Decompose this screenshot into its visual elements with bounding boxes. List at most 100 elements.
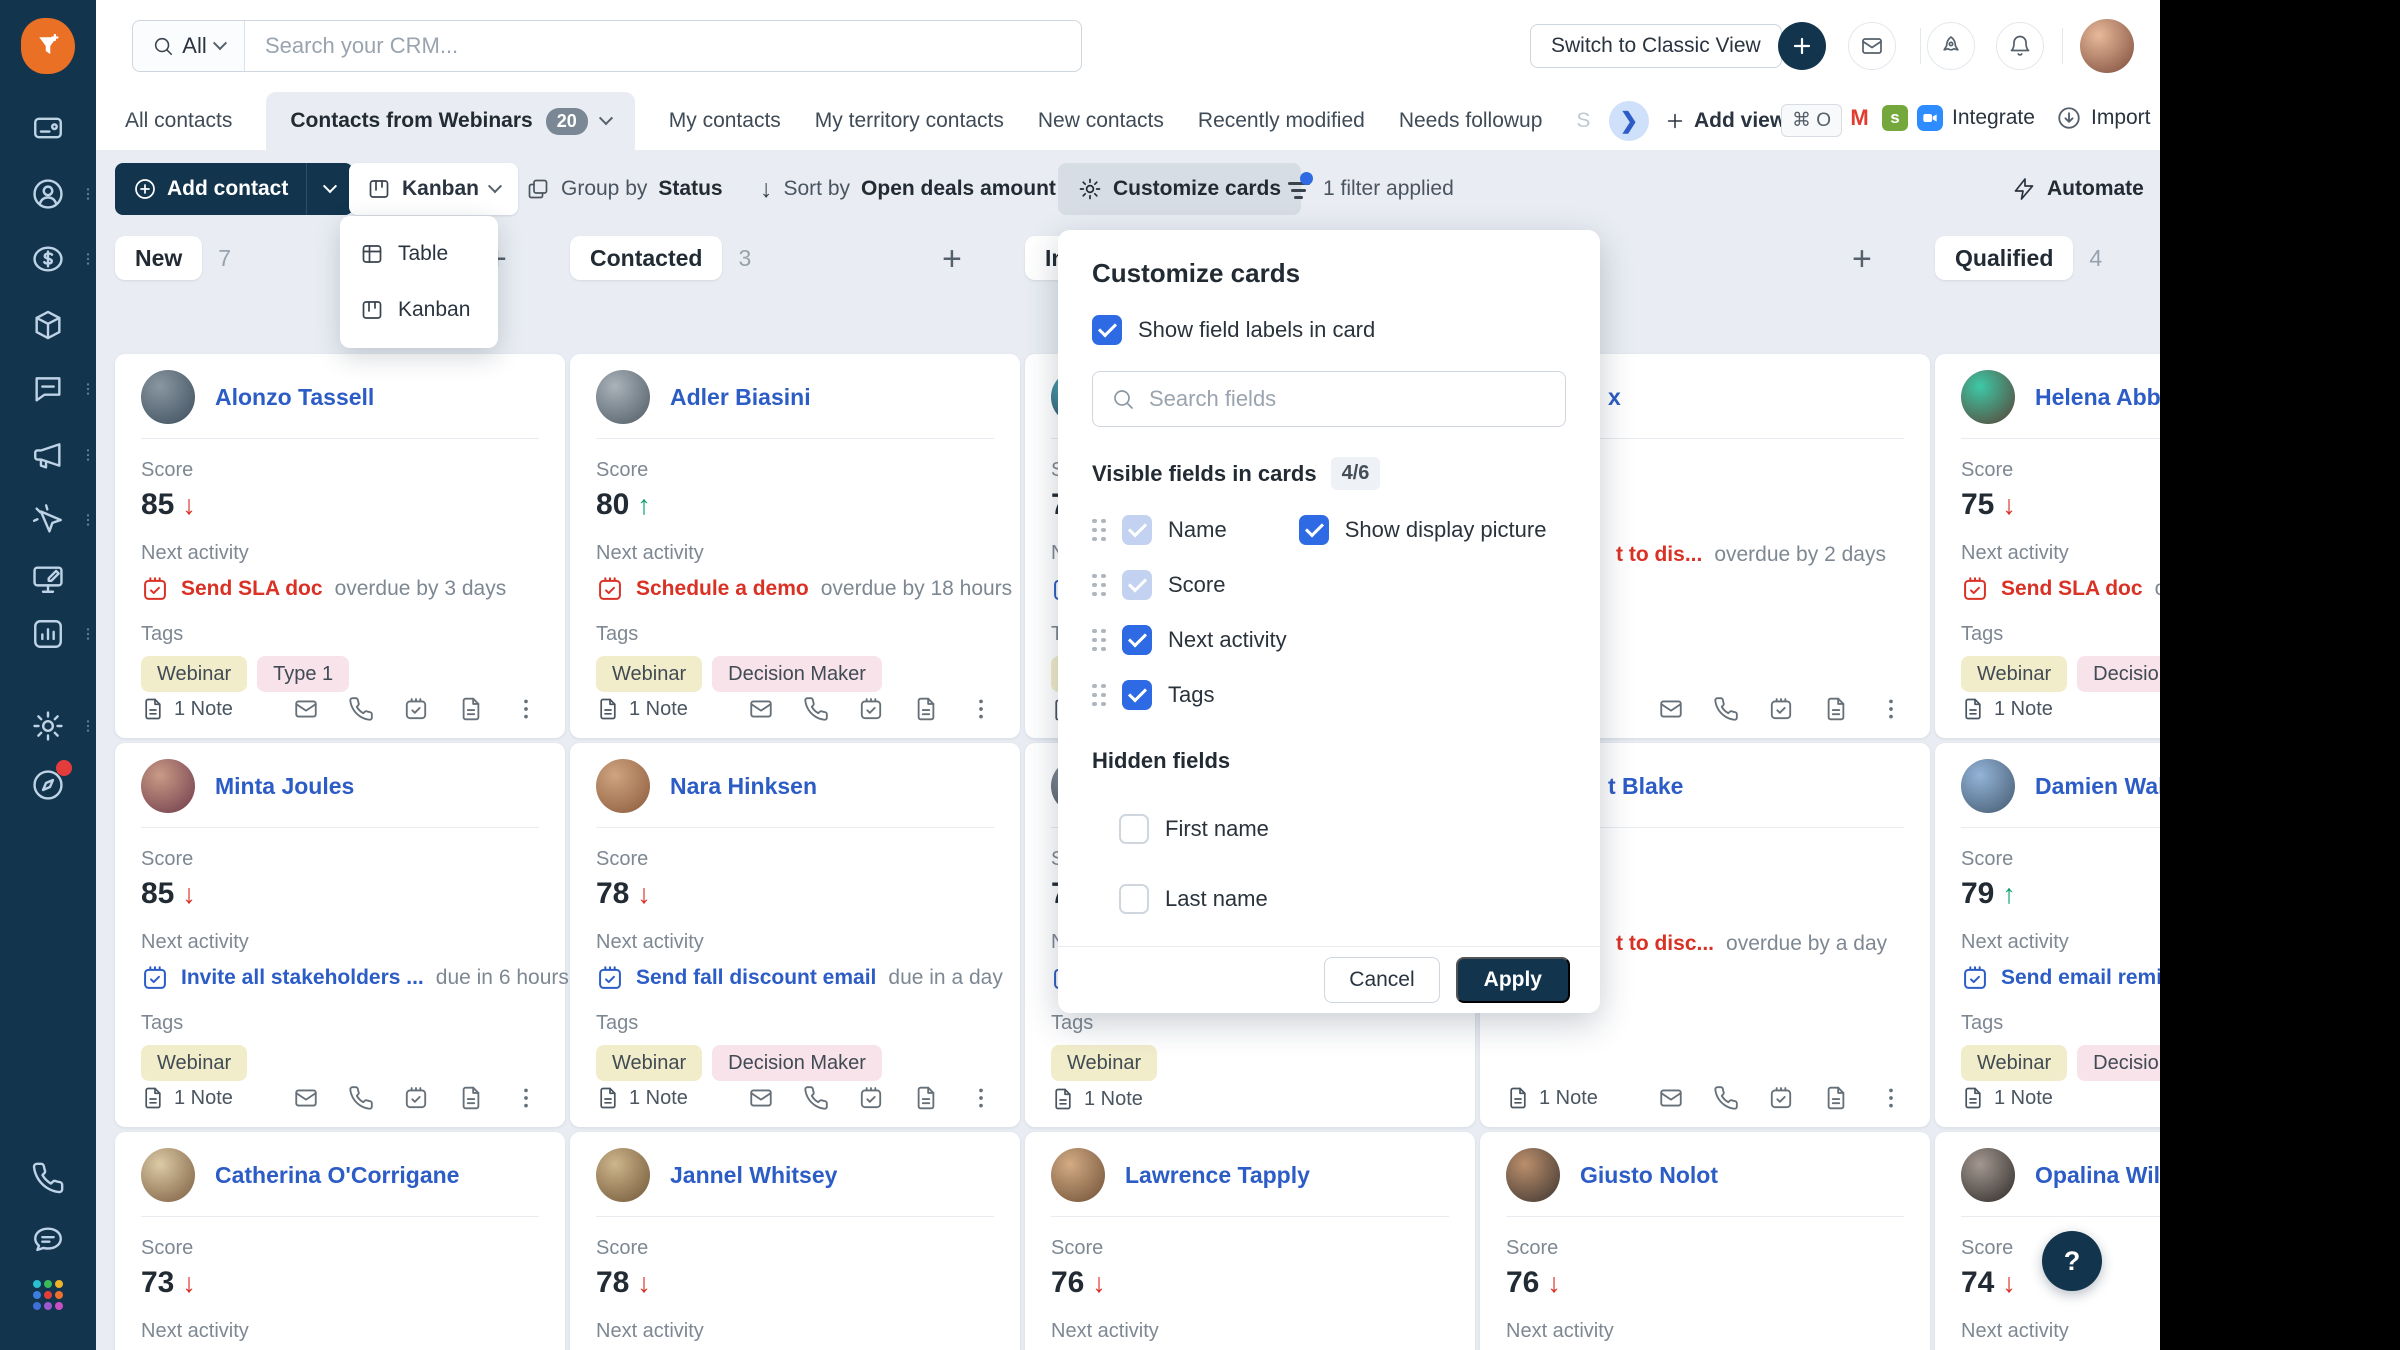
contact-name-link[interactable]: Adler Biasini: [670, 383, 811, 410]
add-contact-menu-button[interactable]: [307, 163, 353, 215]
settings-overflow-icon[interactable]: [80, 718, 96, 739]
contact-name-link[interactable]: Jannel Whitsey: [670, 1161, 838, 1188]
note-count[interactable]: 1 Note: [1051, 1087, 1143, 1111]
kebab-menu-icon[interactable]: [1878, 1085, 1904, 1111]
contact-name-link[interactable]: Helena Abbott: [2035, 383, 2160, 410]
automate-button[interactable]: Automate: [2012, 163, 2144, 215]
kebab-menu-icon[interactable]: [513, 696, 539, 722]
contact-card[interactable]: Helena Abbott Score 75 Next activity Sen…: [1935, 354, 2160, 738]
contact-name-link[interactable]: Minta Joules: [215, 772, 355, 799]
activity-link[interactable]: t to dis...: [1616, 543, 1703, 566]
column-add-button[interactable]: +: [942, 240, 962, 278]
contact-card[interactable]: Nara Hinksen Score 78 Next activity Send…: [570, 743, 1020, 1127]
kebab-menu-icon[interactable]: [513, 1085, 539, 1111]
task-icon[interactable]: [858, 1085, 884, 1111]
contact-name-link[interactable]: Nara Hinksen: [670, 772, 818, 799]
sidebar-item-web-forms[interactable]: [0, 562, 96, 596]
contact-name-link[interactable]: Catherina O'Corrigane: [215, 1161, 460, 1188]
contact-name-link[interactable]: Lawrence Tapply: [1125, 1161, 1310, 1188]
email-icon[interactable]: [293, 1085, 319, 1111]
campaigns-overflow-icon[interactable]: [80, 447, 96, 468]
tab-all-contacts[interactable]: All contacts: [125, 109, 233, 132]
task-icon[interactable]: [403, 1085, 429, 1111]
task-icon[interactable]: [858, 696, 884, 722]
apply-button[interactable]: Apply: [1455, 957, 1570, 1003]
phone-icon[interactable]: [348, 1085, 374, 1111]
whats-new-rocket-icon[interactable]: [1927, 22, 1975, 70]
document-icon[interactable]: [458, 1085, 484, 1111]
sidebar-item-products[interactable]: [0, 308, 96, 342]
note-count[interactable]: 1 Note: [1961, 1086, 2053, 1110]
view-switcher-dropdown[interactable]: Kanban: [349, 163, 519, 215]
tab-recently-modified[interactable]: Recently modified: [1197, 109, 1365, 132]
activity-link[interactable]: Send email reminder a...: [2001, 966, 2160, 989]
email-icon[interactable]: [1658, 1085, 1684, 1111]
document-icon[interactable]: [458, 696, 484, 722]
note-count[interactable]: 1 Note: [596, 1086, 688, 1110]
contact-name-link[interactable]: Alonzo Tassell: [215, 383, 375, 410]
sort-by-control[interactable]: ↓ Sort by Open deals amount: [760, 163, 1056, 215]
sidebar-item-pipeline[interactable]: [0, 111, 96, 145]
sidebar-item-chat[interactable]: [0, 1223, 96, 1257]
activity-link[interactable]: Schedule a demo: [636, 577, 809, 600]
drag-handle-icon[interactable]: [1092, 628, 1106, 652]
contact-name-link[interactable]: t Blake: [1608, 772, 1684, 799]
help-button[interactable]: ?: [2042, 1231, 2102, 1291]
note-count[interactable]: 1 Note: [1506, 1086, 1598, 1110]
freshsales-logo-icon[interactable]: [21, 18, 75, 74]
contact-name-link[interactable]: Giusto Nolot: [1580, 1161, 1718, 1188]
contact-card[interactable]: Alonzo Tassell Score 85 Next activity Se…: [115, 354, 565, 738]
field-next-activity-checkbox[interactable]: [1122, 625, 1152, 655]
user-avatar[interactable]: [2080, 19, 2134, 73]
conversations-overflow-icon[interactable]: [80, 381, 96, 402]
document-icon[interactable]: [1823, 1085, 1849, 1111]
email-icon[interactable]: [1848, 22, 1896, 70]
automation-overflow-icon[interactable]: [80, 512, 96, 533]
tab-truncated[interactable]: S: [1576, 109, 1591, 132]
deals-overflow-icon[interactable]: [80, 251, 96, 272]
column-add-button[interactable]: +: [1852, 240, 1872, 278]
phone-icon[interactable]: [348, 696, 374, 722]
contact-name-link[interactable]: Opalina Willes: [2035, 1161, 2160, 1188]
notifications-bell-icon[interactable]: [1996, 22, 2044, 70]
contact-name-link[interactable]: x: [1608, 383, 1621, 410]
global-search[interactable]: All Search your CRM...: [132, 20, 1082, 72]
show-display-picture-checkbox[interactable]: [1298, 515, 1329, 545]
field-first-name-checkbox[interactable]: [1119, 814, 1149, 844]
filter-applied-control[interactable]: 1 filter applied: [1286, 163, 1454, 215]
note-count[interactable]: 1 Note: [141, 697, 233, 721]
contact-card[interactable]: Jannel Whitsey Score 78 Next activity Se…: [570, 1132, 1020, 1350]
menu-item-kanban[interactable]: Kanban: [340, 282, 498, 338]
add-contact-button[interactable]: Add contact: [115, 163, 354, 215]
contact-card[interactable]: Adler Biasini Score 80 Next activity Sch…: [570, 354, 1020, 738]
quick-add-button[interactable]: [1778, 22, 1826, 70]
document-icon[interactable]: [1823, 696, 1849, 722]
contact-card[interactable]: Minta Joules Score 85 Next activity Invi…: [115, 743, 569, 1127]
tab-contacts-from-webinars-active[interactable]: Contacts from Webinars 20: [266, 92, 635, 150]
phone-icon[interactable]: [1713, 1085, 1739, 1111]
switch-classic-view-button[interactable]: Switch to Classic View: [1530, 24, 1782, 68]
activity-link[interactable]: t to disc...: [1616, 932, 1715, 955]
tabs-scroll-right-button[interactable]: ❯: [1609, 101, 1649, 141]
email-icon[interactable]: [748, 1085, 774, 1111]
add-view-button[interactable]: Add view: [1664, 106, 1786, 136]
apps-grid-icon[interactable]: [0, 1278, 96, 1312]
contact-card[interactable]: Lawrence Tapply Score 76 Next activity S…: [1025, 1132, 1475, 1350]
kebab-menu-icon[interactable]: [1878, 696, 1904, 722]
task-icon[interactable]: [403, 696, 429, 722]
field-tags-checkbox[interactable]: [1122, 680, 1152, 710]
cancel-button[interactable]: Cancel: [1324, 957, 1440, 1003]
drag-handle-icon[interactable]: [1092, 683, 1106, 707]
email-icon[interactable]: [1658, 696, 1684, 722]
kebab-menu-icon[interactable]: [968, 1085, 994, 1111]
task-icon[interactable]: [1768, 696, 1794, 722]
show-field-labels-checkbox[interactable]: [1092, 315, 1122, 345]
document-icon[interactable]: [913, 1085, 939, 1111]
phone-icon[interactable]: [803, 696, 829, 722]
activity-link[interactable]: Invite all stakeholders ...: [181, 966, 424, 989]
activity-link[interactable]: Send fall discount email: [636, 966, 877, 989]
contacts-overflow-icon[interactable]: [80, 186, 96, 207]
group-by-control[interactable]: Group by Status: [526, 163, 723, 215]
contact-name-link[interactable]: Damien Walter: [2035, 772, 2160, 799]
sidebar-item-whats-new[interactable]: [0, 768, 96, 802]
